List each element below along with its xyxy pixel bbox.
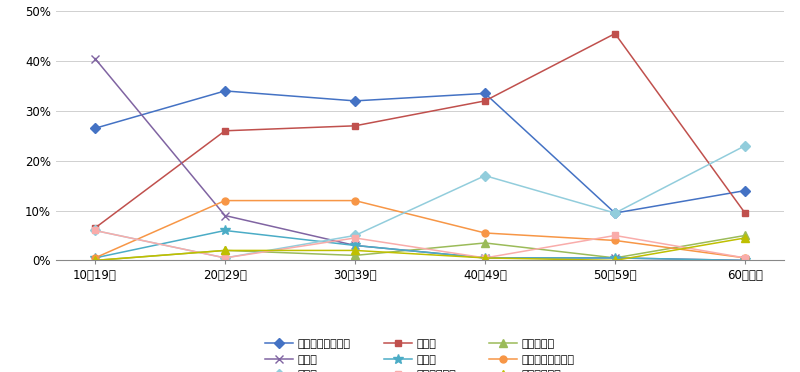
生活の利便性: [90, 258, 100, 263]
卒　業: [480, 256, 490, 260]
卒　業: [610, 256, 620, 260]
Line: 交通の利便性: 交通の利便性: [91, 227, 749, 262]
交通の利便性: [740, 256, 750, 260]
Line: 卒　業: 卒 業: [90, 226, 750, 265]
就　学: [350, 243, 360, 248]
Line: 住　宅: 住 宅: [91, 142, 749, 262]
生活の利便性: [740, 236, 750, 240]
交通の利便性: [350, 236, 360, 240]
退職・廃業: [90, 258, 100, 263]
結婚・離婚・縁組: [350, 198, 360, 203]
転　勤: [610, 31, 620, 36]
卒　業: [90, 256, 100, 260]
生活の利便性: [220, 248, 230, 253]
結婚・離婚・縁組: [740, 256, 750, 260]
交通の利便性: [220, 256, 230, 260]
就　学: [610, 256, 620, 260]
Line: 就職・転職・転業: 就職・転職・転業: [91, 87, 749, 217]
卒　業: [740, 258, 750, 263]
退職・廃業: [480, 241, 490, 245]
転　勤: [480, 99, 490, 103]
就　学: [90, 56, 100, 61]
結婚・離婚・縁組: [90, 256, 100, 260]
退職・廃業: [350, 253, 360, 258]
Legend: 就職・転職・転業, 就　学, 住　宅, 転　勤, 卒　業, 交通の利便性, 退職・廃業, 結婚・離婚・縁組, 生活の利便性: 就職・転職・転業, 就 学, 住 宅, 転 勤, 卒 業, 交通の利便性, 退職…: [262, 336, 578, 372]
結婚・離婚・縁組: [480, 231, 490, 235]
転　勤: [220, 129, 230, 133]
就職・転職・転業: [480, 91, 490, 96]
退職・廃業: [740, 233, 750, 238]
交通の利便性: [480, 256, 490, 260]
住　宅: [350, 233, 360, 238]
Line: 就　学: 就 学: [91, 54, 749, 264]
就職・転職・転業: [610, 211, 620, 215]
Line: 結婚・離婚・縁組: 結婚・離婚・縁組: [91, 197, 749, 262]
退職・廃業: [610, 256, 620, 260]
卒　業: [220, 228, 230, 233]
住　宅: [90, 228, 100, 233]
転　勤: [90, 226, 100, 230]
生活の利便性: [480, 256, 490, 260]
結婚・離婚・縁組: [220, 198, 230, 203]
就職・転職・転業: [220, 89, 230, 93]
転　勤: [350, 124, 360, 128]
Line: 生活の利便性: 生活の利便性: [91, 234, 749, 264]
生活の利便性: [350, 248, 360, 253]
就職・転職・転業: [740, 188, 750, 193]
住　宅: [610, 211, 620, 215]
交通の利便性: [610, 233, 620, 238]
就　学: [220, 213, 230, 218]
住　宅: [220, 256, 230, 260]
住　宅: [740, 144, 750, 148]
住　宅: [480, 173, 490, 178]
就　学: [740, 258, 750, 263]
Line: 退職・廃業: 退職・廃業: [91, 231, 749, 264]
Line: 転　勤: 転 勤: [91, 30, 749, 231]
転　勤: [740, 211, 750, 215]
退職・廃業: [220, 248, 230, 253]
就職・転職・転業: [350, 99, 360, 103]
交通の利便性: [90, 228, 100, 233]
結婚・離婚・縁組: [610, 238, 620, 243]
就　学: [480, 256, 490, 260]
就職・転職・転業: [90, 126, 100, 131]
卒　業: [350, 243, 360, 248]
生活の利便性: [610, 258, 620, 263]
